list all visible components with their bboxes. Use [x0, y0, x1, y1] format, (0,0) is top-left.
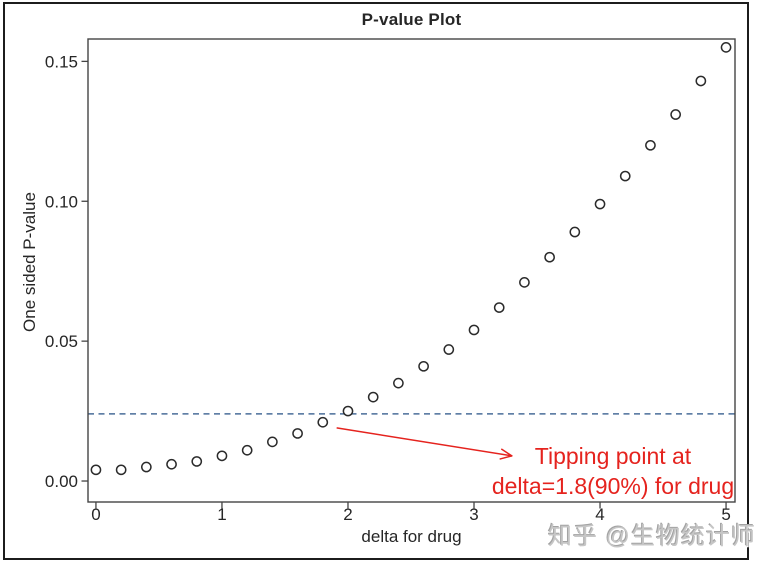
- data-point: [140, 461, 152, 473]
- tipping-point-annotation: Tipping point at delta=1.8(90%) for drug: [462, 441, 762, 501]
- plot-frame: [87, 38, 736, 503]
- x-tick-label: 4: [595, 505, 604, 524]
- chart-title: P-value Plot: [361, 10, 462, 29]
- x-tick-label: 1: [217, 505, 226, 524]
- data-point: [292, 428, 303, 439]
- x-tick-label: 5: [721, 505, 730, 524]
- x-tick-label: 3: [469, 505, 478, 524]
- data-point: [393, 377, 404, 389]
- y-tick-label: 0.05: [45, 332, 78, 351]
- x-axis-title: delta for drug: [361, 527, 462, 546]
- data-point: [468, 324, 480, 336]
- data-point: [619, 170, 631, 182]
- data-point: [418, 360, 429, 372]
- y-tick-label: 0.00: [45, 472, 78, 491]
- x-tick-label: 0: [91, 505, 100, 524]
- data-point: [367, 391, 379, 403]
- y-tick-label: 0.10: [45, 192, 78, 211]
- y-tick-label: 0.15: [45, 52, 78, 71]
- data-point: [645, 139, 656, 151]
- data-point: [342, 405, 354, 417]
- data-point: [569, 226, 581, 238]
- data-point: [241, 444, 253, 456]
- data-point: [695, 75, 707, 87]
- annotation-arrowhead: [499, 455, 513, 460]
- data-point: [720, 42, 732, 53]
- watermark: 知乎 @生物统计师: [548, 523, 757, 550]
- data-point: [317, 416, 329, 428]
- data-point: [519, 277, 530, 288]
- x-tick-label: 2: [343, 505, 352, 524]
- data-point: [544, 251, 555, 263]
- annotation-arrowhead: [501, 448, 513, 457]
- data-point: [216, 450, 228, 462]
- data-point: [166, 458, 177, 470]
- annotation-arrow: [336, 427, 512, 457]
- data-point: [670, 109, 681, 120]
- data-point: [267, 436, 278, 448]
- data-point: [594, 198, 606, 210]
- data-point: [90, 464, 102, 476]
- annotation-line-1: Tipping point at: [534, 443, 692, 469]
- data-point: [191, 456, 203, 467]
- y-axis-title: One sided P-value: [20, 192, 39, 332]
- annotation-line-2: delta=1.8(90%) for drug: [491, 473, 735, 499]
- data-point: [115, 464, 127, 476]
- data-point: [493, 302, 505, 313]
- data-point: [443, 344, 455, 355]
- figure-border: [3, 2, 749, 560]
